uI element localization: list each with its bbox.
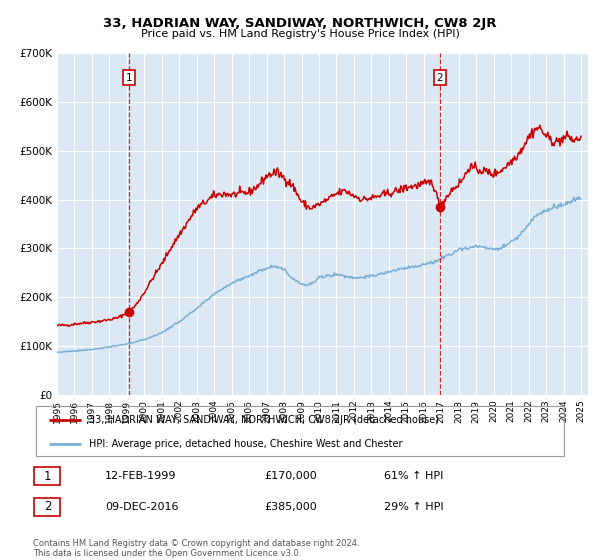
Text: 33, HADRIAN WAY, SANDIWAY, NORTHWICH, CW8 2JR: 33, HADRIAN WAY, SANDIWAY, NORTHWICH, CW… — [103, 17, 497, 30]
Text: 61% ↑ HPI: 61% ↑ HPI — [384, 471, 443, 481]
Text: Price paid vs. HM Land Registry's House Price Index (HPI): Price paid vs. HM Land Registry's House … — [140, 29, 460, 39]
Text: 12-FEB-1999: 12-FEB-1999 — [105, 471, 176, 481]
Text: 33, HADRIAN WAY, SANDIWAY, NORTHWICH, CW8 2JR (detached house): 33, HADRIAN WAY, SANDIWAY, NORTHWICH, CW… — [89, 415, 439, 425]
Text: 09-DEC-2016: 09-DEC-2016 — [105, 502, 179, 512]
Text: HPI: Average price, detached house, Cheshire West and Chester: HPI: Average price, detached house, Ches… — [89, 439, 403, 449]
Text: 1: 1 — [44, 469, 51, 483]
Text: Contains HM Land Registry data © Crown copyright and database right 2024.
This d: Contains HM Land Registry data © Crown c… — [33, 539, 359, 558]
Text: £385,000: £385,000 — [264, 502, 317, 512]
Text: 2: 2 — [44, 500, 51, 514]
Text: 1: 1 — [125, 73, 132, 82]
Text: 2: 2 — [437, 73, 443, 82]
Text: £170,000: £170,000 — [264, 471, 317, 481]
Text: 29% ↑ HPI: 29% ↑ HPI — [384, 502, 443, 512]
